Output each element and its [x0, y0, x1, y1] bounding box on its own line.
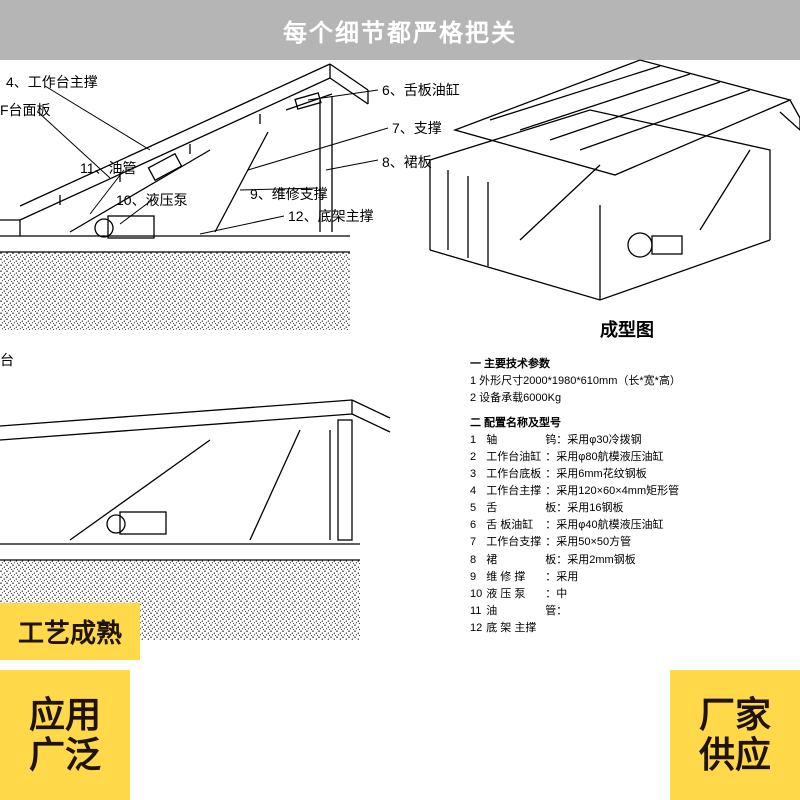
spec-cell: 舌 — [486, 500, 545, 517]
callout-12: 12、底架主撑 — [288, 206, 374, 226]
callout-6: 6、舌板油缸 — [382, 80, 460, 100]
bottom-right-badge: 厂家 供应 — [670, 670, 800, 800]
spec-row: 7工作台支撑：采用50×50方管 — [470, 534, 683, 551]
spec-cell: 9 — [470, 569, 486, 586]
spec-cell: 5 — [470, 500, 486, 517]
bottom-left-badge: 应用 广泛 — [0, 670, 130, 800]
spec-row: 5舌板：采用16钢板 — [470, 500, 683, 517]
spec-cell: 底 架 主撑 — [486, 620, 545, 637]
callout-7: 7、支撑 — [392, 118, 442, 138]
spec-row: 1轴钨：采用φ30冷拨钢 — [470, 432, 683, 449]
spec-cell: 液 压 泵 — [486, 586, 545, 603]
left-partial-label: 台 — [0, 350, 14, 370]
spec-cell: 工作台底板 — [486, 466, 545, 483]
spec-cell: ：中 — [545, 586, 683, 603]
spec-cell: 轴 — [486, 432, 545, 449]
top-banner-text: 每个细节都严格把关 — [283, 13, 517, 48]
callout-11: 11、油管 — [80, 158, 137, 178]
spec-cell: 工作台油缸 — [486, 449, 545, 466]
spec-cell: ：采用6mm花纹钢板 — [545, 466, 683, 483]
spec-cell: 板：采用16钢板 — [545, 500, 683, 517]
middle-tag: 工艺成熟 — [0, 603, 140, 660]
callout-9: 9、维修支撑 — [250, 184, 328, 204]
spec-row: 12底 架 主撑 — [470, 620, 683, 637]
callout-4: 4、工作台主撑 — [6, 72, 98, 92]
spec-cell: 油 — [486, 603, 545, 620]
spec-cell: 1 — [470, 432, 486, 449]
spec-cell: ：采用φ80航模液压油缸 — [545, 449, 683, 466]
spec-cell: 7 — [470, 534, 486, 551]
spec-row: 3工作台底板：采用6mm花纹钢板 — [470, 466, 683, 483]
spec-cell: ：采用120×60×4mm矩形管 — [545, 483, 683, 500]
spec-cell: 板：采用2mm钢板 — [545, 552, 683, 569]
spec-cell: ：采用φ40航模液压油缸 — [545, 517, 683, 534]
spec-cell: 12 — [470, 620, 486, 637]
callout-8: 8、裙板 — [382, 152, 432, 172]
top-banner: 每个细节都严格把关 — [0, 0, 800, 60]
spec-block: 一 主要技术参数 1 外形尺寸2000*1980*610mm（长*宽*高） 2 … — [470, 356, 790, 637]
spec-cell: ：采用50×50方管 — [545, 534, 683, 551]
spec-cell: 6 — [470, 517, 486, 534]
spec-row: 2工作台油缸：采用φ80航模液压油缸 — [470, 449, 683, 466]
spec-sec1-title: 一 主要技术参数 — [470, 356, 790, 373]
spec-sec1-r1: 1 外形尺寸2000*1980*610mm（长*宽*高） — [470, 373, 790, 390]
spec-cell: 10 — [470, 586, 486, 603]
spec-cell: ：采用 — [545, 569, 683, 586]
callout-10: 10、液压泵 — [116, 190, 188, 210]
spec-row: 6舌 板油缸：采用φ40航模液压油缸 — [470, 517, 683, 534]
spec-row: 8裙板：采用2mm钢板 — [470, 552, 683, 569]
spec-cell: 管： — [545, 603, 683, 620]
spec-sec2-title: 二 配置名称及型号 — [470, 415, 790, 432]
spec-row: 9维 修 撑：采用 — [470, 569, 683, 586]
spec-cell: 8 — [470, 552, 486, 569]
spec-table: 1轴钨：采用φ30冷拨钢2工作台油缸：采用φ80航模液压油缸3工作台底板：采用6… — [470, 432, 683, 637]
spec-cell: 3 — [470, 466, 486, 483]
spec-cell — [545, 620, 683, 637]
spec-cell: 工作台主撑 — [486, 483, 545, 500]
iso-title: 成型图 — [600, 316, 654, 342]
spec-cell: 11 — [470, 603, 486, 620]
spec-cell: 维 修 撑 — [486, 569, 545, 586]
bottom-right-line2: 供应 — [699, 735, 771, 775]
spec-cell: 舌 板油缸 — [486, 517, 545, 534]
spec-cell: 4 — [470, 483, 486, 500]
spec-cell: 裙 — [486, 552, 545, 569]
spec-row: 11油管： — [470, 603, 683, 620]
spec-cell: 2 — [470, 449, 486, 466]
spec-sec1-r2: 2 设备承载6000Kg — [470, 390, 790, 407]
middle-tag-text: 工艺成熟 — [18, 618, 122, 648]
spec-cell: 钨：采用φ30冷拨钢 — [545, 432, 683, 449]
bottom-right-line1: 厂家 — [699, 695, 771, 735]
spec-row: 4工作台主撑：采用120×60×4mm矩形管 — [470, 483, 683, 500]
bottom-left-line2: 广泛 — [29, 735, 101, 775]
bottom-left-line1: 应用 — [29, 695, 101, 735]
spec-row: 10液 压 泵：中 — [470, 586, 683, 603]
callout-5: F台面板 — [0, 100, 51, 120]
spec-cell: 工作台支撑 — [486, 534, 545, 551]
